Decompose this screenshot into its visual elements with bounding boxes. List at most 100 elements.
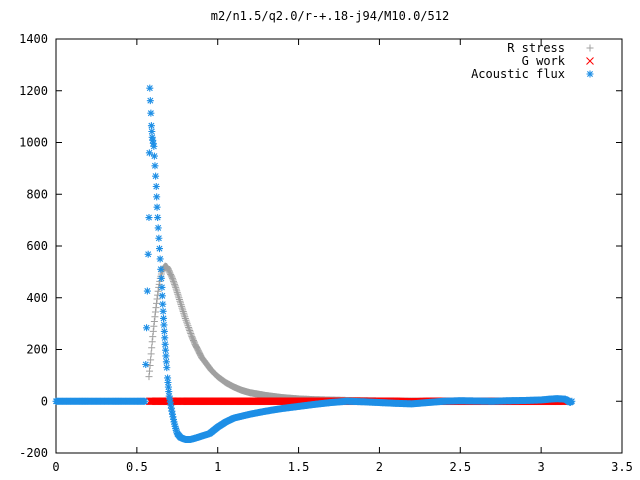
data-point [159,307,167,315]
data-point [151,313,159,321]
data-point [164,383,172,391]
data-point [153,193,161,201]
legend-marker [586,57,594,65]
data-point [142,361,150,369]
y-tick-label: 0 [41,394,48,408]
data-point [186,327,194,335]
series-r-stress [145,262,574,405]
data-point [144,250,152,258]
data-point [174,290,182,298]
data-point [154,224,162,232]
data-point [185,324,193,332]
data-point [153,299,161,307]
data-point [170,277,178,285]
legend-label: R stress [507,41,565,55]
data-point [147,350,155,358]
data-point [176,297,184,305]
x-tick-label: 2.5 [449,460,471,474]
data-point [154,287,162,295]
data-point [151,162,159,170]
data-point [172,285,180,293]
data-point [162,358,170,366]
legend-marker [586,44,594,52]
data-point [147,109,155,117]
data-point [182,316,190,324]
data-point [145,214,153,222]
y-tick-label: 600 [26,239,48,253]
data-point [177,301,185,309]
data-point [153,295,161,303]
data-point [175,295,183,303]
data-point [163,364,171,372]
data-point [173,289,181,297]
data-point [155,234,163,242]
data-point [149,327,157,335]
data-point [157,265,165,273]
data-point [155,245,163,253]
data-point [164,374,172,382]
data-point [147,122,155,130]
x-tick-label: 3 [538,460,545,474]
data-point [185,325,193,333]
data-point [171,282,179,290]
data-point [179,306,187,314]
data-point [150,322,158,330]
data-point [183,318,191,326]
y-tick-label: 1400 [19,32,48,46]
y-tick-label: -200 [19,446,48,460]
data-point [145,373,153,381]
data-point [178,304,186,312]
x-tick-label: 3.5 [611,460,633,474]
data-point [143,287,151,295]
data-point [152,182,160,190]
data-point [169,276,177,284]
data-point [173,287,181,295]
series-layer [52,84,576,444]
data-point [163,264,171,272]
data-point [160,321,168,329]
data-point [146,361,154,369]
axis-ticks: 0 0.5 1 1.5 2 2.5 3 3.5 -200 0 200 400 600 800 1000 120… [19,32,633,474]
data-point [160,327,168,335]
data-point [186,328,194,336]
y-tick-label: 1000 [19,136,48,150]
data-point [164,378,172,386]
data-point [161,334,169,342]
data-point [172,283,180,291]
data-point [146,367,154,375]
y-tick-label: 400 [26,291,48,305]
data-point [156,277,164,285]
data-point [161,340,169,348]
x-tick-label: 0 [52,460,59,474]
y-tick-label: 200 [26,343,48,357]
data-point [150,317,158,325]
x-tick-label: 1 [214,460,221,474]
data-point [158,292,166,300]
data-point [159,300,167,308]
data-point [162,346,170,354]
data-point [151,308,159,316]
data-point [180,309,188,317]
data-point [165,388,173,396]
data-point [158,283,166,291]
data-point [150,142,158,150]
data-point [154,291,162,299]
data-point [141,397,149,405]
data-point [150,152,158,160]
legend-label: Acoustic flux [471,67,565,81]
data-point [180,311,188,319]
y-tick-label: 800 [26,187,48,201]
data-point [181,313,189,321]
data-point [153,203,161,211]
data-point [147,356,155,364]
data-point [146,84,154,92]
data-point [187,330,195,338]
data-point [170,279,178,287]
legend-label: G work [522,54,566,68]
data-point [162,352,170,360]
data-point [183,320,191,328]
plot-frame [55,38,623,454]
